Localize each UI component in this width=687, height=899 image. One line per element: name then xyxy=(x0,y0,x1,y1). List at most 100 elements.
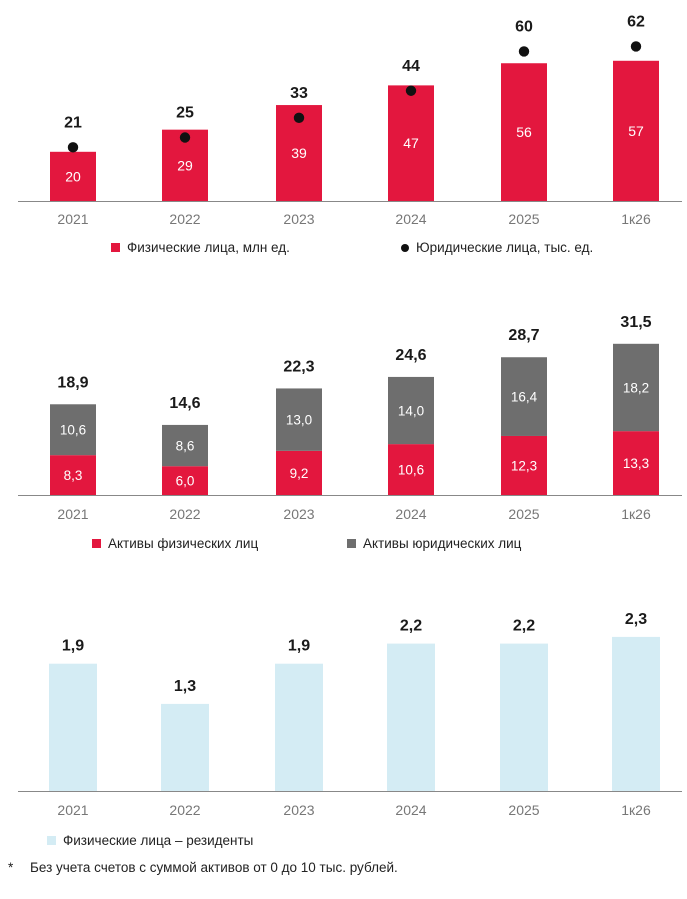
legend-item-legal-assets: Активы юридических лиц xyxy=(347,536,521,551)
segment-value-label: 18,2 xyxy=(623,380,649,395)
segment-value-label: 13,0 xyxy=(286,413,312,428)
footnote-marker: * xyxy=(8,860,14,875)
bar-value-label: 2,3 xyxy=(625,611,647,628)
segment-value-label: 10,6 xyxy=(398,463,424,478)
bar-individual-assets xyxy=(388,444,434,495)
legend-label: Физические лица – резиденты xyxy=(63,833,254,848)
bar-value-label: 29 xyxy=(177,157,193,173)
bar-value-label: 20 xyxy=(65,168,81,184)
segment-value-label: 9,2 xyxy=(290,466,309,481)
total-value-label: 31,5 xyxy=(620,314,651,331)
segment-value-label: 8,6 xyxy=(176,439,195,454)
bar-individuals xyxy=(50,151,96,201)
bar-legal-assets xyxy=(613,343,659,432)
dot-legal-entities xyxy=(293,112,305,124)
legend-item-individuals: Физические лица, млн ед. xyxy=(111,240,290,255)
x-tick-label: 2024 xyxy=(395,211,426,227)
segment-value-label: 6,0 xyxy=(176,474,195,489)
legend-label: Юридические лица, тыс. ед. xyxy=(416,240,594,255)
total-value-label: 22,3 xyxy=(283,358,314,375)
x-tick-label: 2023 xyxy=(283,802,314,818)
x-tick-label: 2025 xyxy=(508,506,539,522)
bar-individual-assets xyxy=(613,431,659,495)
x-tick-label: 2021 xyxy=(57,506,88,522)
bar-value-label: 1,9 xyxy=(62,638,84,655)
bar-individuals xyxy=(501,63,547,201)
x-tick-label: 1к26 xyxy=(621,802,651,818)
x-tick-label: 2025 xyxy=(508,802,539,818)
footnote-text: Без учета счетов с суммой активов от 0 д… xyxy=(30,860,398,875)
legend-label: Физические лица, млн ед. xyxy=(127,240,290,255)
legend-label: Активы юридических лиц xyxy=(363,536,522,551)
dot-value-label: 25 xyxy=(176,105,194,122)
x-tick-label: 2022 xyxy=(169,802,200,818)
bar-value-label: 39 xyxy=(291,145,307,161)
legend-swatch-gray xyxy=(347,539,356,548)
x-tick-label: 1к26 xyxy=(621,211,651,227)
legend-item-residents: Физические лица – резиденты xyxy=(47,833,253,848)
total-value-label: 18,9 xyxy=(57,374,88,391)
legend-item-individual-assets: Активы физических лиц xyxy=(92,536,258,551)
bar-residents xyxy=(612,636,660,791)
x-tick-label: 2021 xyxy=(57,802,88,818)
bar-legal-assets xyxy=(388,376,434,445)
x-tick-label: 2022 xyxy=(169,211,200,227)
dot-value-label: 60 xyxy=(515,18,533,35)
bar-residents xyxy=(161,703,209,791)
bar-individual-assets xyxy=(162,466,208,495)
segment-value-label: 13,3 xyxy=(623,456,649,471)
bar-individuals xyxy=(613,60,659,201)
bar-residents xyxy=(387,643,435,791)
bar-legal-assets xyxy=(276,388,322,451)
bar-legal-assets xyxy=(50,404,96,456)
segment-value-label: 12,3 xyxy=(511,458,537,473)
total-value-label: 14,6 xyxy=(169,395,200,412)
segment-value-label: 16,4 xyxy=(511,390,538,405)
x-tick-label: 2022 xyxy=(169,506,200,522)
bar-value-label: 57 xyxy=(628,123,644,139)
bar-individual-assets xyxy=(501,435,547,495)
bar-value-label: 56 xyxy=(516,124,532,140)
dot-value-label: 62 xyxy=(627,13,645,30)
x-tick-label: 2024 xyxy=(395,506,426,522)
bar-individual-assets xyxy=(276,450,322,495)
total-value-label: 28,7 xyxy=(508,327,539,344)
bar-residents xyxy=(275,663,323,791)
legend-label: Активы физических лиц xyxy=(108,536,259,551)
bar-individuals xyxy=(388,85,434,201)
segment-value-label: 14,0 xyxy=(398,404,424,419)
legend-dot-black xyxy=(401,243,409,252)
dot-legal-entities xyxy=(405,85,417,96)
bar-value-label: 2,2 xyxy=(513,618,535,635)
dot-value-label: 21 xyxy=(64,114,82,131)
legend-swatch-red xyxy=(92,539,101,548)
dot-value-label: 44 xyxy=(402,58,420,75)
legend-swatch-light-blue xyxy=(47,836,56,845)
x-tick-label: 1к26 xyxy=(621,506,651,522)
bar-residents xyxy=(500,643,548,791)
bar-value-label: 1,9 xyxy=(288,638,310,655)
dot-legal-entities xyxy=(630,41,642,52)
bar-residents xyxy=(49,663,97,791)
footnote: * Без учета счетов с суммой активов от 0 … xyxy=(8,860,398,875)
dot-value-label: 33 xyxy=(290,85,308,102)
dot-legal-entities xyxy=(67,142,79,153)
legend-item-legal-entities: Юридические лица, тыс. ед. xyxy=(401,240,593,255)
bar-legal-assets xyxy=(501,357,547,436)
dot-legal-entities xyxy=(518,46,530,57)
legend-swatch-red xyxy=(111,243,120,252)
segment-value-label: 10,6 xyxy=(60,423,86,438)
bar-value-label: 47 xyxy=(403,135,419,151)
bar-value-label: 2,2 xyxy=(400,618,422,635)
x-tick-label: 2025 xyxy=(508,211,539,227)
bar-legal-assets xyxy=(162,424,208,467)
x-tick-label: 2024 xyxy=(395,802,426,818)
dot-legal-entities xyxy=(179,132,191,143)
x-tick-label: 2023 xyxy=(283,211,314,227)
bar-value-label: 1,3 xyxy=(174,678,196,695)
total-value-label: 24,6 xyxy=(395,347,426,364)
x-tick-label: 2023 xyxy=(283,506,314,522)
x-tick-label: 2021 xyxy=(57,211,88,227)
segment-value-label: 8,3 xyxy=(64,468,83,483)
